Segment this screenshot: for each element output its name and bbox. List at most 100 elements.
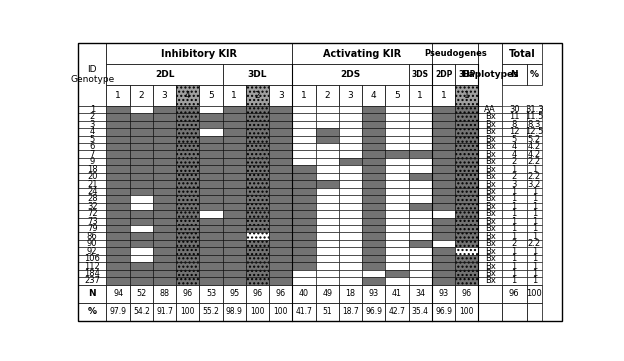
Text: 3: 3 <box>278 91 284 100</box>
Bar <box>293 303 316 321</box>
Bar <box>527 262 542 270</box>
Bar <box>362 303 386 321</box>
Text: 98.9: 98.9 <box>226 307 243 316</box>
Bar <box>200 270 223 277</box>
Bar <box>409 188 432 195</box>
Bar <box>432 106 455 113</box>
Bar <box>316 210 339 218</box>
Text: 41: 41 <box>392 289 402 298</box>
Bar <box>153 203 176 210</box>
Bar <box>200 173 223 180</box>
Bar <box>455 232 479 240</box>
Bar <box>502 136 527 143</box>
Bar <box>78 240 107 247</box>
Bar <box>293 128 316 136</box>
Bar <box>223 165 246 173</box>
Bar <box>362 218 386 225</box>
Bar <box>362 255 386 262</box>
Bar <box>432 151 455 158</box>
Bar <box>527 247 542 255</box>
Text: 8.3: 8.3 <box>527 120 541 129</box>
Bar <box>78 247 107 255</box>
Bar <box>269 151 293 158</box>
Text: 34: 34 <box>416 289 426 298</box>
Bar <box>455 255 479 262</box>
Bar <box>316 262 339 270</box>
Bar <box>153 136 176 143</box>
Bar <box>386 158 409 165</box>
Text: 53: 53 <box>206 289 216 298</box>
Text: 1: 1 <box>532 269 537 278</box>
Text: 1: 1 <box>512 202 517 211</box>
Bar <box>293 121 316 128</box>
Bar <box>527 165 542 173</box>
Text: Bx: Bx <box>485 165 495 174</box>
Bar <box>269 303 293 321</box>
Bar <box>200 85 223 106</box>
Bar <box>339 218 362 225</box>
Bar <box>78 128 107 136</box>
Bar <box>176 210 200 218</box>
Bar <box>78 270 107 277</box>
Bar <box>293 203 316 210</box>
Bar <box>527 128 542 136</box>
Bar <box>130 247 153 255</box>
Bar <box>386 218 409 225</box>
Bar <box>409 203 432 210</box>
Text: 5: 5 <box>90 135 95 144</box>
Bar <box>409 113 432 121</box>
Bar <box>153 173 176 180</box>
Bar <box>269 128 293 136</box>
Text: 4: 4 <box>512 150 517 159</box>
Bar <box>479 210 502 218</box>
Bar <box>455 136 479 143</box>
Bar <box>78 277 107 285</box>
Bar <box>293 195 316 203</box>
Bar <box>269 262 293 270</box>
Text: Bx: Bx <box>485 127 495 136</box>
Bar <box>362 151 386 158</box>
Text: 52: 52 <box>136 289 147 298</box>
Bar <box>316 218 339 225</box>
Text: Bx: Bx <box>485 150 495 159</box>
Bar <box>176 136 200 143</box>
Bar <box>479 225 502 232</box>
Bar <box>107 113 130 121</box>
Bar <box>479 158 502 165</box>
Bar <box>293 165 316 173</box>
Bar <box>107 303 130 321</box>
Bar <box>293 255 316 262</box>
Bar <box>153 165 176 173</box>
Bar <box>409 136 432 143</box>
Bar <box>107 43 293 64</box>
Bar <box>223 128 246 136</box>
Bar <box>176 195 200 203</box>
Bar <box>386 113 409 121</box>
Bar <box>362 136 386 143</box>
Bar <box>386 285 409 303</box>
Text: 1: 1 <box>532 165 537 174</box>
Text: 1: 1 <box>512 224 517 233</box>
Bar <box>176 151 200 158</box>
Bar <box>293 262 316 270</box>
Text: Bx: Bx <box>485 202 495 211</box>
Bar <box>527 285 542 303</box>
Bar <box>200 303 223 321</box>
Bar <box>107 106 130 113</box>
Text: 18.7: 18.7 <box>342 307 359 316</box>
Bar <box>200 247 223 255</box>
Text: 96: 96 <box>462 289 472 298</box>
Bar <box>223 210 246 218</box>
Bar <box>339 262 362 270</box>
Bar <box>316 136 339 143</box>
Text: 97.9: 97.9 <box>110 307 127 316</box>
Bar <box>153 151 176 158</box>
Bar <box>339 240 362 247</box>
Bar <box>130 158 153 165</box>
Bar <box>502 64 527 85</box>
Bar <box>479 121 502 128</box>
Bar <box>316 303 339 321</box>
Bar <box>455 285 479 303</box>
Bar <box>78 303 107 321</box>
Bar <box>130 195 153 203</box>
